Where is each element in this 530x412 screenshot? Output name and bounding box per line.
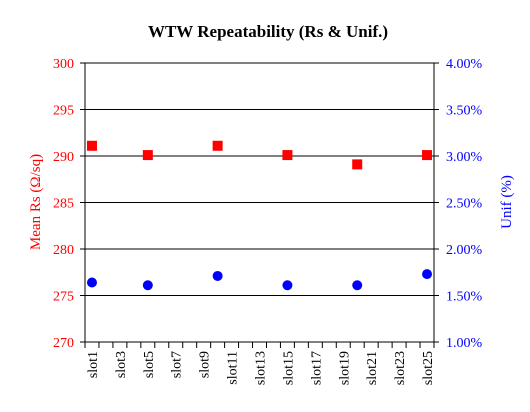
right-tick-label: 3.50%: [446, 104, 483, 119]
x-axis-ticks: slot1 slot3 slot5 slot7 slot9 slot11 slot13 slo…: [84, 342, 436, 385]
rs-point: [142, 150, 153, 161]
x-tick-label: slot1: [86, 351, 101, 378]
left-tick-label: 270: [53, 336, 74, 351]
right-tick-label: 3.00%: [446, 150, 483, 165]
rs-point: [352, 159, 363, 170]
right-tick-label: 1.50%: [446, 290, 483, 305]
x-tick-label: slot23: [393, 351, 408, 385]
x-tick-label: slot17: [309, 351, 324, 385]
x-tick-label: slot11: [226, 351, 241, 385]
left-axis-label: Mean Rs (Ω/sq): [28, 154, 44, 250]
right-tick-label: 2.50%: [446, 197, 483, 212]
left-tick-label: 290: [53, 150, 74, 165]
left-tick-label: 275: [53, 290, 74, 305]
left-tick-label: 300: [53, 57, 74, 72]
right-axis-ticks: 1.00% 1.50% 2.00% 2.50% 3.00% 3.50% 4.00%: [434, 57, 483, 351]
data-points: [86, 140, 433, 291]
x-tick-label: slot7: [170, 351, 185, 378]
unif-point: [86, 277, 97, 288]
right-tick-label: 4.00%: [446, 57, 483, 72]
x-tick-label: slot5: [142, 351, 157, 378]
x-tick-label: slot21: [365, 351, 380, 385]
unif-point: [212, 270, 223, 281]
x-tick-label: slot13: [254, 351, 269, 385]
left-tick-label: 280: [53, 243, 74, 258]
right-tick-label: 2.00%: [446, 243, 483, 258]
rs-point: [422, 150, 433, 161]
unif-point: [352, 280, 363, 291]
rs-point: [86, 140, 97, 151]
unif-point: [282, 280, 293, 291]
left-tick-label: 295: [53, 104, 74, 119]
right-tick-label: 1.00%: [446, 336, 483, 351]
rs-point: [282, 150, 293, 161]
left-axis-ticks: 270 275 280 285 290 295 300: [53, 57, 85, 351]
chart-title: WTW Repeatability (Rs & Unif.): [148, 22, 388, 41]
rs-point: [212, 140, 223, 151]
x-tick-label: slot9: [198, 351, 213, 378]
x-tick-label: slot25: [421, 351, 436, 385]
x-tick-label: slot15: [281, 351, 296, 385]
right-axis-label: Unif (%): [499, 175, 515, 229]
gridlines: [85, 109, 434, 296]
x-tick-label: slot19: [337, 351, 352, 385]
unif-point: [142, 280, 153, 291]
unif-point: [422, 269, 433, 280]
x-tick-label: slot3: [114, 351, 129, 378]
left-tick-label: 285: [53, 197, 74, 212]
